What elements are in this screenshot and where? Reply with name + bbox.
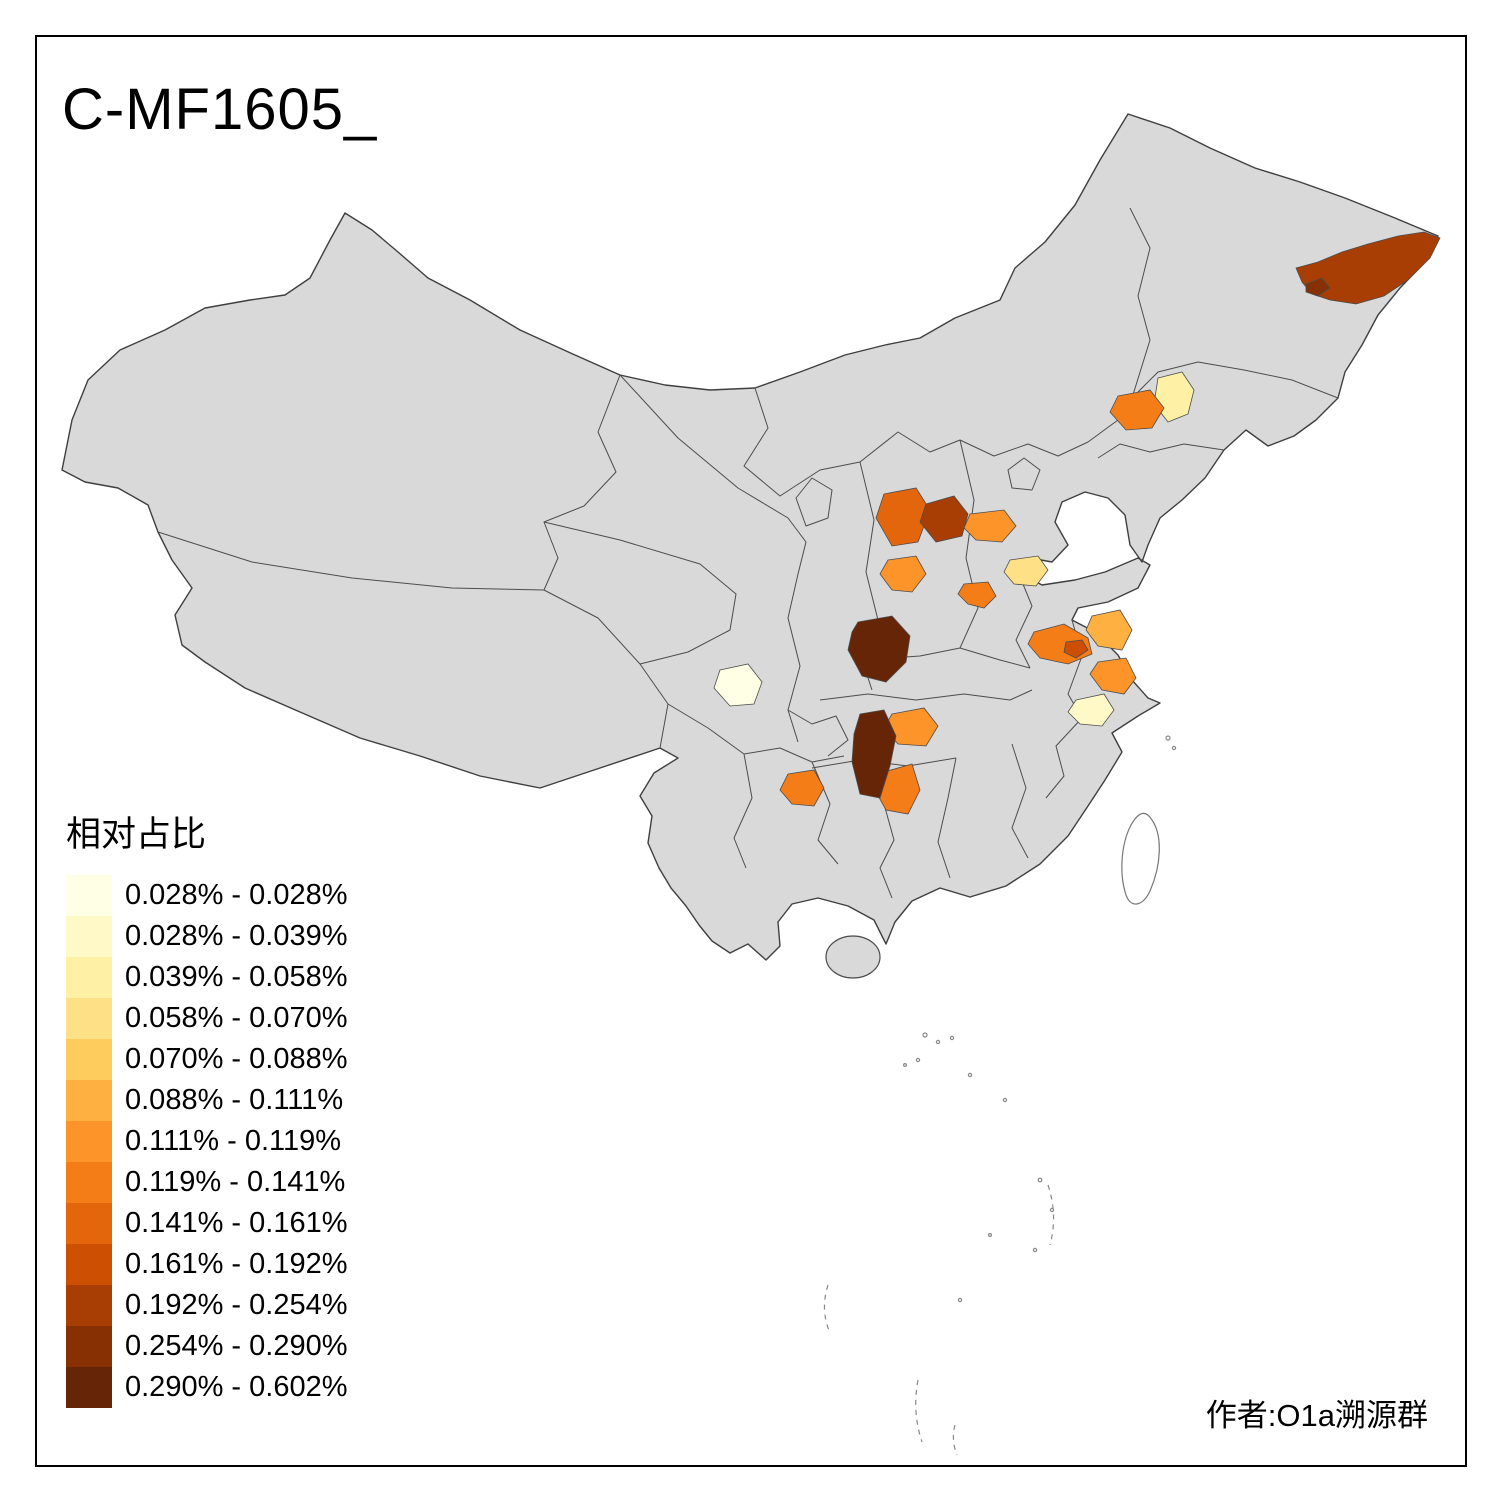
map-region-jiangsu-north — [1085, 609, 1133, 651]
map-region-heilongjiang-east — [1295, 231, 1441, 305]
legend-swatch — [66, 1326, 112, 1367]
legend-swatch — [66, 1121, 112, 1162]
legend-row: 0.039% - 0.058% — [66, 957, 347, 998]
legend-items: 0.028% - 0.028% 0.028% - 0.039% 0.039% - 0… — [66, 875, 347, 1408]
map-region-anhui-dark-spot — [1063, 639, 1089, 659]
hainan-island — [825, 935, 881, 979]
legend-row: 0.028% - 0.039% — [66, 916, 347, 957]
legend-row: 0.070% - 0.088% — [66, 1039, 347, 1080]
legend-label: 0.058% - 0.070% — [125, 1002, 348, 1034]
legend-label: 0.028% - 0.028% — [125, 879, 348, 911]
legend-row: 0.290% - 0.602% — [66, 1367, 347, 1408]
author-credit: 作者:O1a溯源群 — [1205, 1398, 1428, 1433]
legend-swatch — [66, 957, 112, 998]
page-title: C-MF1605_ — [62, 77, 378, 142]
map-region-guizhou-orange — [779, 769, 825, 807]
legend-label: 0.161% - 0.192% — [125, 1248, 348, 1280]
taiwan-island — [1121, 812, 1160, 905]
map-region-hebei-orange — [963, 509, 1017, 543]
legend-row: 0.058% - 0.070% — [66, 998, 347, 1039]
legend-label: 0.290% - 0.602% — [125, 1371, 348, 1403]
legend-swatch — [66, 1285, 112, 1326]
map-region-hubei-hunan-dark — [851, 709, 897, 799]
map-region-heilongjiang-east-small — [1305, 277, 1331, 297]
south-china-sea-islands — [823, 735, 1177, 1456]
legend-swatch — [66, 875, 112, 916]
legend-row: 0.111% - 0.119% — [66, 1121, 347, 1162]
legend-label: 0.070% - 0.088% — [125, 1043, 348, 1075]
legend-swatch — [66, 1080, 112, 1121]
legend-row: 0.254% - 0.290% — [66, 1326, 347, 1367]
legend-swatch — [66, 1244, 112, 1285]
map-region-jilin-orange — [1109, 389, 1165, 431]
map-region-shanghai-pale — [1067, 693, 1115, 727]
legend-row: 0.119% - 0.141% — [66, 1162, 347, 1203]
map-region-shanxi-dark — [919, 495, 969, 543]
legend-row: 0.161% - 0.192% — [66, 1244, 347, 1285]
legend-label: 0.119% - 0.141% — [125, 1166, 346, 1198]
legend-swatch — [66, 916, 112, 957]
map-region-sichuan-pale — [713, 663, 763, 707]
legend-row: 0.088% - 0.111% — [66, 1080, 347, 1121]
legend-label: 0.039% - 0.058% — [125, 961, 348, 993]
legend-row: 0.192% - 0.254% — [66, 1285, 347, 1326]
legend-label: 0.088% - 0.111% — [125, 1084, 344, 1116]
legend-label: 0.192% - 0.254% — [125, 1289, 348, 1321]
legend-swatch — [66, 1203, 112, 1244]
legend-row: 0.141% - 0.161% — [66, 1203, 347, 1244]
legend-swatch — [66, 998, 112, 1039]
legend: 相对占比 0.028% - 0.028% 0.028% - 0.039% 0.039… — [66, 806, 347, 1408]
legend-label: 0.254% - 0.290% — [125, 1330, 348, 1362]
legend-title: 相对占比 — [66, 815, 207, 854]
colored-regions — [713, 231, 1441, 815]
legend-row: 0.028% - 0.028% — [66, 875, 347, 916]
map-frame-border — [35, 35, 1467, 1467]
legend-swatch — [66, 1039, 112, 1080]
map-region-henan-north-orange — [957, 581, 997, 609]
legend-label: 0.141% - 0.161% — [125, 1207, 348, 1239]
legend-swatch — [66, 1162, 112, 1203]
map-region-shaanxi-north — [875, 487, 931, 547]
legend-swatch — [66, 1367, 112, 1408]
legend-label: 0.028% - 0.039% — [125, 920, 348, 952]
legend-label: 0.111% - 0.119% — [125, 1125, 342, 1157]
map-region-shandong-pale — [1003, 555, 1049, 587]
map-region-jiangsu-south — [1089, 657, 1137, 695]
map-region-shanxi-south-orange — [879, 555, 927, 593]
map-region-henan-dark — [847, 615, 911, 683]
